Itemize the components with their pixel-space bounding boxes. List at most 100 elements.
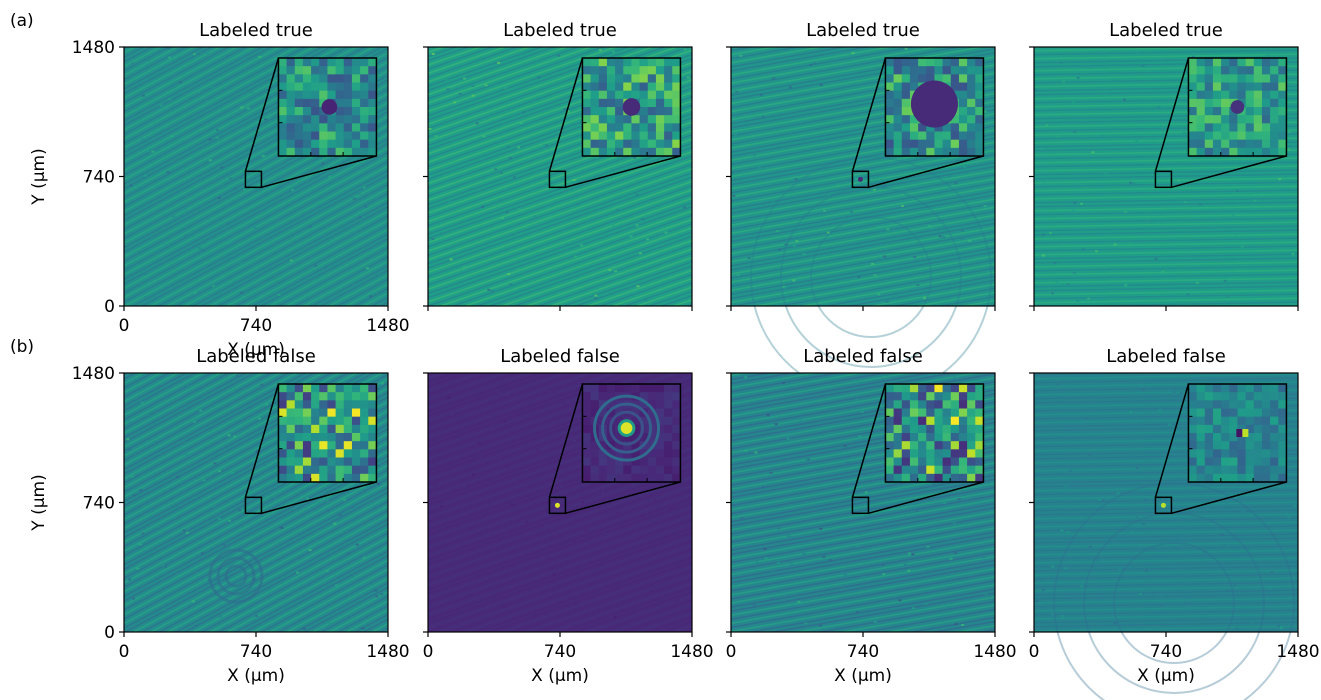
x-tick-label: 740 — [1150, 642, 1182, 662]
x-axis-label: X (μm) — [834, 666, 892, 686]
inset-connector — [261, 155, 377, 189]
inset-frame — [581, 383, 682, 483]
x-tick-label: 0 — [119, 642, 130, 662]
inset-feature — [620, 422, 633, 434]
panel-4: Labeled true — [1029, 20, 1299, 311]
panel-7: Labeled false 0 740 1480 X (μm) — [726, 346, 1017, 686]
x-axis-label: X (μm) — [227, 666, 285, 686]
x-tick-label: 0 — [1029, 642, 1040, 662]
inset-region-box — [244, 170, 263, 189]
inset-region-box — [244, 496, 263, 515]
x-tick-label: 1480 — [670, 642, 713, 662]
inset-region-box — [1154, 496, 1173, 515]
x-tick-label: 740 — [544, 642, 576, 662]
y-tick-label: 740 — [83, 494, 115, 514]
x-tick-label: 0 — [726, 642, 737, 662]
inset-frame — [1187, 383, 1288, 483]
inset-connector — [261, 481, 377, 515]
inset-connector — [244, 383, 280, 498]
panel-title: Labeled true — [199, 20, 313, 41]
panel-3: Labeled true — [726, 20, 996, 398]
x-tick-label: 1480 — [366, 642, 409, 662]
y-axis-label: Y (μm) — [29, 474, 49, 531]
y-tick-label: 0 — [104, 297, 115, 317]
inset-panel — [581, 57, 682, 157]
panel-title: Labeled false — [1106, 346, 1226, 367]
inset-feature — [910, 80, 958, 128]
inset-connector — [868, 155, 984, 189]
y-tick-label: 1480 — [72, 364, 115, 384]
inset-panel — [1187, 383, 1288, 483]
inset-region-box — [1154, 170, 1173, 189]
region-feature — [857, 176, 863, 182]
x-axis-label: X (μm) — [227, 340, 285, 360]
panel-6: Labeled false 0 740 1480 X (μm) — [423, 346, 714, 686]
region-feature — [554, 502, 560, 508]
inset-connector — [868, 481, 984, 515]
inset-panel — [581, 383, 682, 483]
inset-frame — [277, 383, 378, 483]
inset-frame — [1187, 57, 1288, 157]
inset-connector — [1171, 481, 1287, 515]
inset-region-box — [851, 170, 870, 189]
inset-panel — [1187, 57, 1288, 157]
inset-connector — [1154, 57, 1190, 172]
panel-8: Labeled false 0 740 1480 X (μm) — [1029, 346, 1320, 700]
panel-title: Labeled true — [806, 20, 920, 41]
inset-connector — [548, 57, 584, 172]
x-axis-label: X (μm) — [1137, 666, 1195, 686]
inset-frame — [277, 57, 378, 157]
inset-connector — [851, 57, 887, 172]
inset-panel — [884, 383, 985, 483]
inset-connector — [1171, 155, 1287, 189]
row-label: (b) — [10, 337, 34, 357]
inset-connector — [1154, 383, 1190, 498]
inset-feature — [622, 98, 641, 116]
region-feature — [1160, 502, 1166, 508]
panel-title: Labeled false — [803, 346, 923, 367]
y-tick-label: 1480 — [72, 38, 115, 58]
inset-frame — [884, 383, 985, 483]
x-axis-label: X (μm) — [531, 666, 589, 686]
inset-connector — [244, 57, 280, 172]
x-tick-label: 740 — [847, 642, 879, 662]
x-tick-label: 740 — [240, 642, 272, 662]
inset-panel — [884, 57, 985, 157]
inset-frame — [581, 57, 682, 157]
y-tick-label: 740 — [83, 168, 115, 188]
inset-ring — [593, 394, 661, 462]
inset-connector — [565, 481, 681, 515]
panel-title: Labeled false — [196, 346, 316, 367]
y-tick-label: 0 — [104, 623, 115, 643]
x-tick-label: 1480 — [973, 642, 1016, 662]
inset-panel — [277, 383, 378, 483]
panel-2: Labeled true — [423, 20, 693, 311]
inset-panel — [277, 57, 378, 157]
inset-frame — [884, 57, 985, 157]
row-label: (a) — [10, 11, 34, 31]
x-tick-label: 740 — [240, 316, 272, 336]
inset-region-box — [851, 496, 870, 515]
inset-feature — [321, 99, 338, 115]
x-tick-label: 1480 — [1276, 642, 1319, 662]
inset-connector — [548, 383, 584, 498]
inset-connector — [565, 155, 681, 189]
inset-ring — [609, 410, 645, 446]
inset-connector — [851, 383, 887, 498]
y-axis-label: Y (μm) — [29, 148, 49, 205]
inset-region-box — [548, 496, 567, 515]
panel-title: Labeled false — [500, 346, 620, 367]
x-tick-label: 0 — [423, 642, 434, 662]
panel-title: Labeled true — [503, 20, 617, 41]
panel-5: Labeled false 0 740 1480 0 740 1480 X (μm) Y (μm… — [10, 337, 410, 686]
x-tick-label: 1480 — [366, 316, 409, 336]
inset-feature — [1236, 429, 1243, 437]
inset-feature — [1230, 100, 1245, 114]
panel-1: Labeled true 0 740 1480 0 740 1480 X (μm) Y (μm)… — [10, 11, 410, 360]
x-tick-label: 0 — [119, 316, 130, 336]
panel-title: Labeled true — [1109, 20, 1223, 41]
inset-feature — [1242, 429, 1249, 437]
inset-ring — [601, 402, 653, 454]
inset-region-box — [548, 170, 567, 189]
